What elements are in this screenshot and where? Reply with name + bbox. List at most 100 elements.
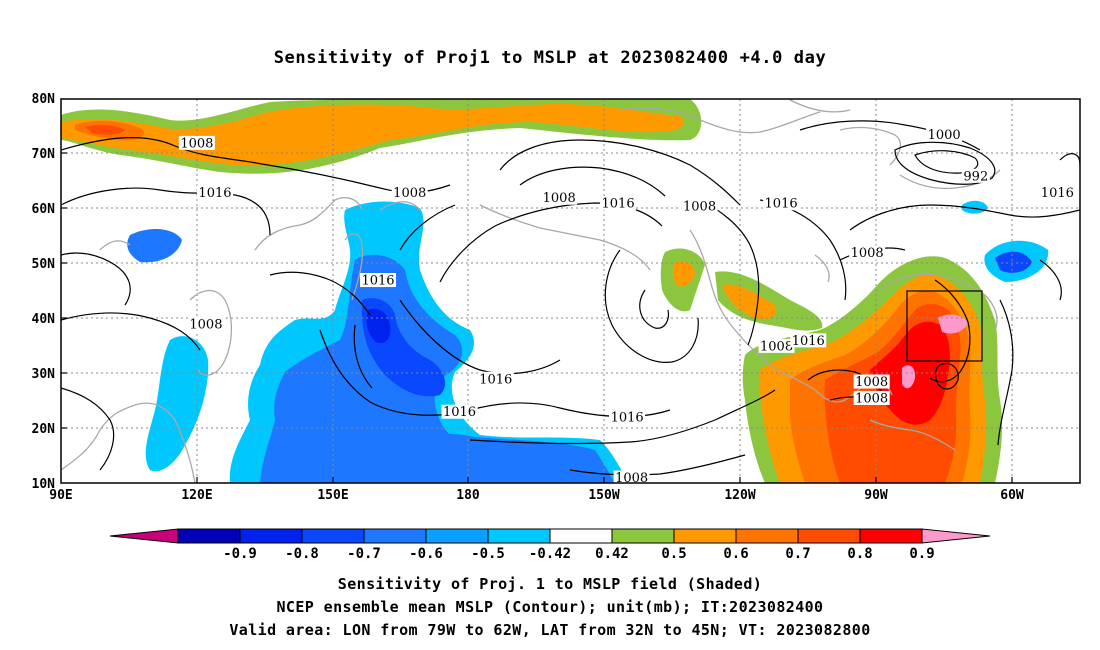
lon-label: 120W [724, 488, 755, 503]
page-title: Sensitivity of Proj1 to MSLP at 20230824… [273, 48, 827, 68]
contour-label: 1008 [180, 136, 213, 151]
contour-label-bg [613, 470, 650, 483]
contour-label-bg [758, 338, 795, 353]
contour-label-bg [609, 410, 646, 425]
colorbar-swatch [487, 528, 551, 544]
colorbar-swatch [611, 528, 675, 544]
colorbar-swatch [239, 528, 303, 544]
valid-area-box [906, 290, 983, 362]
colorbar-swatch [301, 528, 365, 544]
contour-label: 1008 [760, 339, 793, 354]
contour-label: 1008 [851, 246, 884, 261]
contour-label-bg [763, 196, 800, 211]
lat-label: 30N [32, 367, 56, 382]
lon-label: 120E [181, 488, 212, 503]
lon-label: 180 [456, 488, 480, 503]
contour-label-bg [853, 390, 890, 405]
shade-gulf-pink1 [938, 314, 968, 334]
contour-label-bg [541, 190, 578, 205]
shade-wp-blob2 [145, 336, 209, 472]
contour-label-bg [849, 245, 886, 260]
contour-label: 1016 [602, 197, 635, 212]
contour-label: 1016 [198, 186, 231, 201]
shade-atl-small [962, 200, 988, 214]
contour-label-bg [441, 404, 478, 419]
colorbar-swatch [859, 528, 923, 544]
contour-label: 1008 [855, 375, 888, 390]
contour-label-bg [187, 316, 224, 331]
colorbar-label: -0.7 [347, 546, 381, 562]
contour-label-bg [196, 185, 233, 200]
contour-label: 1016 [443, 405, 476, 420]
lon-label: 90W [864, 488, 888, 503]
lat-label: 20N [32, 422, 56, 437]
caption-line-2: NCEP ensemble mean MSLP (Contour); unit(… [276, 598, 824, 616]
contour-label-bg [926, 127, 963, 142]
lat-label: 70N [32, 147, 56, 162]
colorbar: -0.9 -0.8 -0.7 -0.6 -0.5 -0.42 0.42 0.5 0.6 0.7 0.… [109, 528, 991, 562]
shade-wp-blob3 [388, 433, 524, 483]
lat-label: 60N [32, 202, 56, 217]
colorbar-label: 0.8 [847, 546, 872, 562]
lat-label: 80N [32, 92, 56, 107]
shade-atl-blue [995, 251, 1032, 273]
shade-wp-deepblue [366, 308, 391, 344]
colorbar-label: 0.7 [785, 546, 810, 562]
contour-label: 1000 [928, 128, 961, 143]
contour-label: 1008 [189, 317, 222, 332]
contour-label: 1008 [543, 191, 576, 206]
shade-ep-green2 [715, 271, 823, 331]
contour-label: 1016 [361, 274, 394, 289]
colorbar-left-arrow [109, 528, 179, 544]
colorbar-label: 0.6 [723, 546, 748, 562]
contour-label: 1008 [855, 391, 888, 406]
colorbar-swatch [673, 528, 737, 544]
colorbar-label: -0.5 [471, 546, 505, 562]
sensitivity-shading [61, 99, 1049, 483]
lat-label: 10N [32, 477, 56, 492]
contour-label-bg [178, 135, 215, 150]
shade-arctic-orange [61, 104, 684, 166]
map-frame [60, 98, 1081, 484]
contour-label: 1016 [479, 372, 512, 387]
caption-line-3: Valid area: LON from 79W to 62W, LAT fro… [229, 621, 871, 639]
contour-label-bg [853, 374, 890, 389]
colorbar-swatch [549, 528, 613, 544]
shade-wp-blob1 [127, 228, 182, 263]
contour-label-bg [391, 185, 428, 200]
axis-ticks [61, 152, 1013, 483]
shade-ep-orange2 [722, 284, 777, 320]
contour-label: 992 [963, 169, 988, 184]
contour-label: 1008 [615, 471, 648, 486]
lon-label: 60W [1000, 488, 1024, 503]
caption-line-1: Sensitivity of Proj. 1 to MSLP field (Sh… [337, 575, 763, 593]
colorbar-label: -0.8 [285, 546, 319, 562]
contour-label-bg [360, 273, 397, 288]
lon-label: 150E [317, 488, 348, 503]
contour-label: 1016 [611, 411, 644, 426]
colorbar-label: 0.42 [595, 546, 629, 562]
contour-label: 1008 [683, 199, 716, 214]
contour-label: 1016 [765, 197, 798, 212]
contour-label-bg [961, 168, 990, 183]
colorbar-label: -0.9 [223, 546, 257, 562]
colorbar-label: 0.5 [661, 546, 686, 562]
contour-label-bg [681, 198, 718, 213]
lon-label: 150W [588, 488, 619, 503]
map-gridlines [61, 99, 1080, 483]
shade-gulf-pink2 [902, 365, 916, 389]
colorbar-swatch [363, 528, 427, 544]
contour-label-bg [1039, 185, 1076, 200]
colorbar-swatch [177, 528, 241, 544]
shade-arctic-red [85, 124, 125, 135]
colorbar-label: -0.42 [529, 546, 571, 562]
contour-label: 1016 [1041, 186, 1074, 201]
axis-labels: 90E 120E 150E 180 150W 120W 90W 60W 10N … [32, 92, 1024, 503]
contour-label-bg [600, 196, 637, 211]
contour-label-bg [477, 371, 514, 386]
lon-label: 90E [49, 488, 72, 503]
lat-label: 40N [32, 312, 56, 327]
contour-label: 1008 [393, 186, 426, 201]
colorbar-label: -0.6 [409, 546, 443, 562]
